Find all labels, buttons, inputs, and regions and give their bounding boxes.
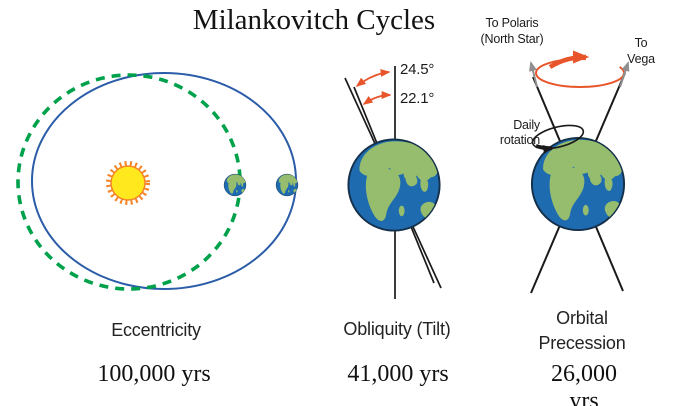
- tilt-angle-arrow-max: [355, 69, 391, 87]
- sun-rays: [106, 161, 150, 205]
- sun-disc: [110, 165, 146, 201]
- precession-circle: [535, 58, 625, 88]
- polaris-arrow-icon: [529, 61, 538, 88]
- earth-obliquity: [348, 139, 439, 230]
- page-title: Milankovitch Cycles: [192, 4, 436, 36]
- vega-label: To Vega: [627, 36, 655, 66]
- obliquity-panel: [344, 66, 442, 299]
- daily-rotation-arrow: [535, 144, 555, 154]
- period-label-precession: 26,000 yrs: [551, 361, 617, 406]
- max-tilt-angle-label: 24.5°: [400, 61, 435, 78]
- panel-label-eccentricity: Eccentricity: [111, 320, 201, 340]
- eccentricity-panel: [16, 72, 298, 291]
- vega-arrow-icon: [619, 61, 630, 88]
- precession-panel: [529, 50, 630, 294]
- daily-rotation-loop: [531, 124, 585, 150]
- daily-rotation-label: Daily rotation: [499, 118, 540, 147]
- earth-precession: [532, 138, 624, 230]
- period-label-eccentricity: 100,000 yrs: [97, 361, 211, 387]
- polaris-label: To Polaris (North Star): [480, 16, 544, 46]
- tilt-angle-arrow-min: [362, 91, 392, 105]
- earth-on-circular-orbit: [224, 174, 246, 196]
- earth-on-eccentric-orbit: [276, 174, 298, 196]
- period-label-obliquity: 41,000 yrs: [347, 361, 449, 387]
- min-tilt-angle-label: 22.1°: [400, 90, 435, 107]
- panel-label-obliquity: Obliquity (Tilt): [343, 319, 451, 339]
- panel-label-precession: Orbital Precession: [538, 308, 626, 353]
- eccentric-orbit-ellipse: [31, 72, 297, 290]
- precession-direction-arrow: [548, 50, 590, 69]
- sun-icon: [106, 161, 150, 205]
